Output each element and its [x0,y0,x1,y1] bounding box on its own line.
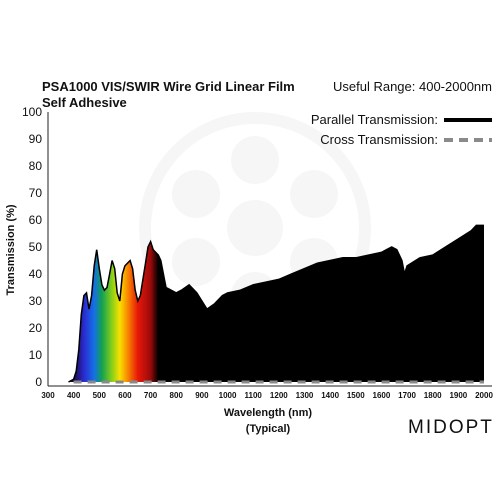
y-tick-labels: 0 10 20 30 40 50 60 70 80 90 100 [22,105,42,389]
x-tick-label: 1600 [373,391,391,400]
x-tick-labels: 300 400 500 600 700 800 900 1000 1100 1200 1300 140… [41,391,493,400]
x-tick-label: 400 [67,391,81,400]
x-tick-label: 1700 [398,391,416,400]
y-tick-label: 10 [29,348,43,362]
y-tick-label: 30 [29,294,43,308]
parallel-transmission-line [68,224,484,383]
x-tick-label: 1800 [424,391,442,400]
x-axis-label: Wavelength (nm) [224,407,313,419]
y-tick-label: 70 [29,186,43,200]
y-tick-label: 0 [35,375,42,389]
x-tick-label: 1000 [219,391,237,400]
x-tick-label: 800 [170,391,184,400]
y-tick-label: 100 [22,105,42,119]
x-tick-label: 500 [93,391,107,400]
y-tick-label: 90 [29,132,43,146]
legend-entry-cross: Cross Transmission: [320,132,438,147]
y-tick-label: 50 [29,240,43,254]
chart-subtitle: Self Adhesive [42,95,127,110]
x-tick-label: 1300 [296,391,314,400]
x-tick-label: 300 [41,391,55,400]
brand-name: MIDOPT [408,417,494,438]
y-tick-label: 40 [29,267,43,281]
x-tick-label: 700 [144,391,158,400]
useful-range-note: Useful Range: 400-2000nm [333,79,492,94]
x-tick-label: 1400 [321,391,339,400]
y-tick-label: 80 [29,159,43,173]
x-tick-label: 1500 [347,391,365,400]
x-axis-sublabel: (Typical) [246,423,291,435]
x-tick-label: 1900 [449,391,467,400]
y-tick-label: 20 [29,321,43,335]
x-tick-label: 1200 [270,391,288,400]
x-tick-label: 900 [195,391,209,400]
y-axis-label: Transmission (%) [5,204,17,295]
chart-title: PSA1000 VIS/SWIR Wire Grid Linear Film [42,79,295,94]
brand-logo: MIDOPT [408,417,494,438]
parallel-transmission-area [68,225,484,382]
x-tick-label: 1100 [244,391,262,400]
y-tick-label: 60 [29,213,43,227]
x-tick-label: 2000 [475,391,493,400]
legend-entry-parallel: Parallel Transmission: [311,112,438,127]
legend: Parallel Transmission: Cross Transmissio… [311,112,492,147]
x-tick-label: 600 [118,391,132,400]
